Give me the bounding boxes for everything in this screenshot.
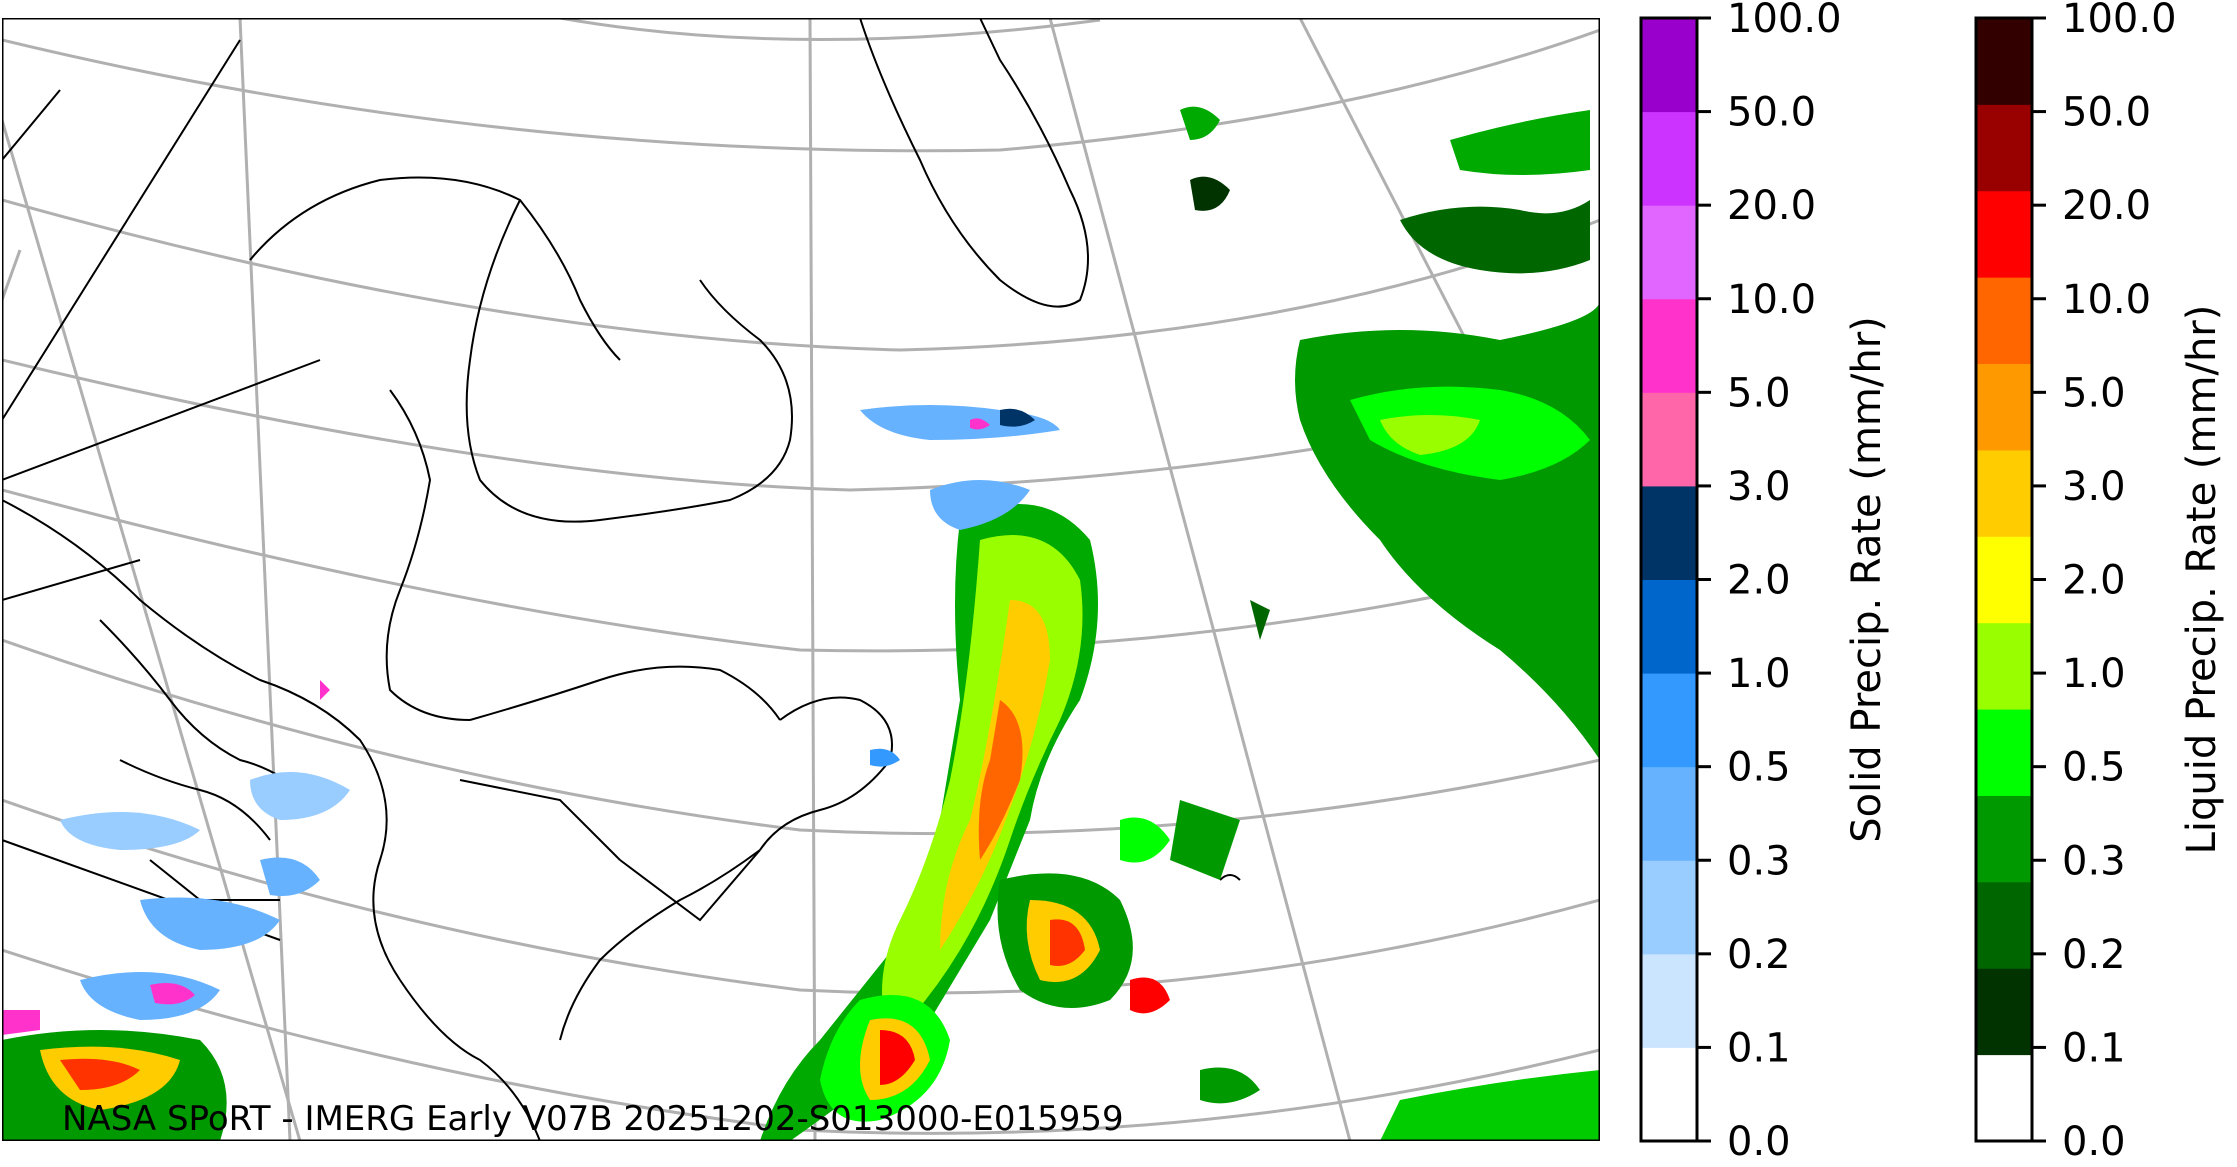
liquid-colorbar-tick-label: 1.0 [2062, 651, 2126, 697]
liquid-colorbar-swatch [1976, 536, 2032, 624]
solid-precip-field [2, 405, 1060, 1035]
solid-colorbar-tick-label: 5.0 [1727, 370, 1791, 416]
liquid-colorbar-title: Liquid Precip. Rate (mm/hr) [2179, 305, 2225, 855]
liquid-colorbar-tick-label: 3.0 [2062, 464, 2126, 510]
liquid-colorbar-tick-label: 0.3 [2062, 838, 2126, 884]
liquid-colorbar-swatch [1976, 622, 2032, 710]
liquid-colorbar-swatch [1976, 709, 2032, 796]
solid-colorbar-swatch [1641, 205, 1697, 300]
solid-colorbar-tick-label: 3.0 [1727, 464, 1791, 510]
solid-colorbar-swatch [1641, 860, 1697, 955]
liquid-colorbar-swatch [1976, 1054, 2032, 1142]
liquid-colorbar-tick-label: 0.5 [2062, 745, 2126, 791]
solid-colorbar-tick-label: 50.0 [1727, 90, 1816, 136]
solid-colorbar-swatch [1641, 298, 1697, 393]
liquid-colorbar-swatch [1976, 449, 2032, 537]
liquid-colorbar-tick-label: 0.1 [2062, 1025, 2126, 1071]
liquid-colorbar-swatch [1976, 104, 2032, 192]
credit-text: NASA SPoRT - IMERG Early V07B 20251202-S… [62, 1099, 1124, 1139]
solid-colorbar-tick-label: 0.1 [1727, 1025, 1791, 1071]
liquid-colorbar: 0.0 0.1 0.2 0.3 0.5 1.0 2.0 3.0 5.0 10.0 20.0 50.0 1… [1974, 0, 2225, 1165]
liquid-precip-field [2, 106, 1600, 1141]
solid-colorbar-swatch [1641, 673, 1697, 768]
solid-colorbar-swatch [1641, 579, 1697, 674]
liquid-colorbar-tick-label: 10.0 [2062, 277, 2151, 323]
liquid-colorbar-swatch [1976, 18, 2032, 105]
solid-colorbar-swatch [1641, 111, 1697, 206]
solid-colorbar-tick-label: 100.0 [1727, 0, 1842, 42]
liquid-colorbar-tick-label: 5.0 [2062, 370, 2126, 416]
solid-colorbar-swatch [1641, 953, 1697, 1048]
solid-colorbar-swatch [1641, 392, 1697, 487]
solid-colorbar-tick-label: 0.3 [1727, 838, 1791, 884]
graticule [2, 18, 1600, 1141]
solid-colorbar-title: Solid Precip. Rate (mm/hr) [1844, 316, 1890, 843]
liquid-colorbar-swatch [1976, 968, 2032, 1056]
liquid-colorbar-swatch [1976, 881, 2032, 969]
colorbars: 0.0 0.1 0.2 0.3 0.5 1.0 2.0 3.0 5.0 10.0 20.0 50.0 1… [1639, 0, 2225, 1165]
solid-colorbar-tick-label: 0.0 [1727, 1119, 1791, 1165]
solid-colorbar-tick-label: 10.0 [1727, 277, 1816, 323]
solid-colorbar-swatch [1641, 485, 1697, 580]
liquid-colorbar-tick-label: 2.0 [2062, 558, 2126, 604]
liquid-colorbar-swatch [1976, 795, 2032, 883]
solid-colorbar-tick-label: 1.0 [1727, 651, 1791, 697]
map-panel: NASA SPoRT - IMERG Early V07B 20251202-S… [2, 18, 1600, 1141]
liquid-colorbar-tick-label: 0.0 [2062, 1119, 2126, 1165]
solid-colorbar-tick-label: 2.0 [1727, 558, 1791, 604]
solid-colorbar-swatch [1641, 1047, 1697, 1142]
solid-colorbar-tick-label: 0.2 [1727, 932, 1791, 978]
solid-colorbar: 0.0 0.1 0.2 0.3 0.5 1.0 2.0 3.0 5.0 10.0 20.0 50.0 1… [1639, 0, 1890, 1165]
liquid-colorbar-tick-label: 20.0 [2062, 183, 2151, 229]
solid-colorbar-tick-label: 0.5 [1727, 745, 1791, 791]
solid-colorbar-swatch [1641, 18, 1697, 113]
liquid-colorbar-swatch [1976, 363, 2032, 451]
liquid-colorbar-swatch [1976, 277, 2032, 365]
liquid-colorbar-swatch [1976, 190, 2032, 278]
solid-colorbar-tick-label: 20.0 [1727, 183, 1816, 229]
liquid-colorbar-tick-label: 100.0 [2062, 0, 2177, 42]
liquid-colorbar-tick-label: 50.0 [2062, 90, 2151, 136]
solid-colorbar-swatch [1641, 766, 1697, 861]
liquid-colorbar-tick-label: 0.2 [2062, 932, 2126, 978]
